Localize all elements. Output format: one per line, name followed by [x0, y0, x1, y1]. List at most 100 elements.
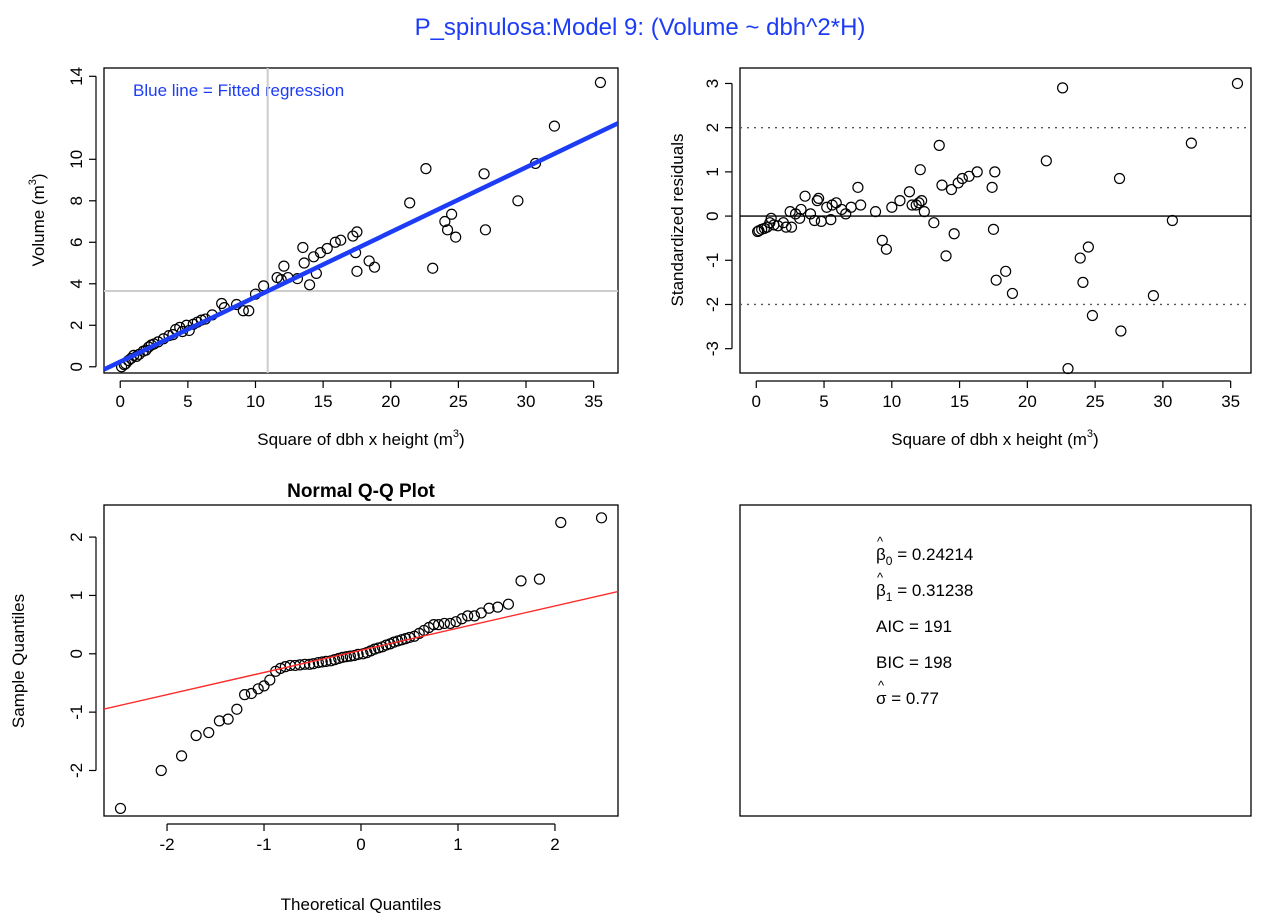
- plot-frame: [739, 67, 1252, 374]
- data-point: [512, 195, 524, 207]
- data-point: [203, 726, 215, 739]
- data-point: [811, 195, 823, 207]
- fitted-regression-line: [104, 121, 618, 372]
- data-point: [594, 76, 607, 89]
- data-point: [808, 214, 821, 227]
- data-point: [479, 224, 492, 236]
- data-point: [1000, 265, 1012, 277]
- panel-volume-fit: Blue line = Fitted regression Square of …: [27, 67, 619, 449]
- stat-beta0: β0 = 0.24214: [876, 545, 973, 568]
- y-tick-label: 2: [67, 532, 86, 541]
- data-point: [462, 610, 474, 622]
- y-tick-label: 0: [703, 211, 722, 220]
- data-point: [297, 241, 309, 254]
- data-point: [438, 617, 451, 630]
- data-point: [1082, 241, 1094, 253]
- y-tick-label: -2: [67, 763, 86, 778]
- data-point: [918, 206, 930, 218]
- x-axis-label: Square of dbh x height (m3): [257, 428, 464, 449]
- data-point: [213, 715, 226, 727]
- x-tick-label: 30: [1153, 392, 1172, 411]
- data-point: [444, 617, 456, 630]
- y-tick-label: 1: [67, 591, 86, 600]
- x-tick-label: 20: [1018, 392, 1037, 411]
- x-axis-label: Square of dbh x height (m3): [891, 428, 1098, 449]
- x-tick-label: 1: [453, 835, 462, 854]
- data-point: [830, 197, 842, 209]
- x-axis-label: Theoretical Quantiles: [281, 895, 442, 914]
- data-point: [368, 261, 381, 273]
- data-point: [1006, 287, 1019, 300]
- figure-title: P_spinulosa:Model 9: (Volume ~ dbh^2*H): [415, 14, 866, 41]
- data-point: [916, 195, 928, 207]
- x-tick-label: 0: [115, 392, 124, 411]
- data-point: [439, 215, 451, 228]
- data-point: [351, 226, 363, 238]
- panel-normal-qq: Normal Q-Q Plot Theoretical Quantiles Sa…: [9, 481, 619, 914]
- data-point: [264, 674, 276, 686]
- data-point: [986, 181, 998, 193]
- panel-residuals: Square of dbh x height (m3) Standardized…: [668, 67, 1252, 449]
- x-tick-label: 15: [950, 392, 969, 411]
- qq-reference-line: [104, 590, 618, 710]
- data-point: [441, 224, 454, 236]
- data-point: [307, 658, 320, 670]
- y-tick-label: 10: [67, 150, 86, 169]
- data-point: [785, 221, 798, 233]
- data-point: [245, 687, 258, 700]
- data-point: [492, 601, 504, 613]
- data-point: [428, 619, 440, 631]
- data-point: [971, 166, 983, 178]
- data-point: [1086, 309, 1099, 322]
- data-point: [222, 713, 234, 725]
- data-point: [432, 619, 445, 631]
- y-tick-label: 1: [703, 167, 722, 176]
- data-point: [515, 575, 527, 587]
- data-point: [352, 648, 364, 660]
- y-tick-label: 14: [67, 67, 86, 86]
- data-point: [1113, 172, 1126, 185]
- data-point: [880, 243, 892, 255]
- hat-icon: ^: [877, 534, 884, 549]
- data-point: [336, 651, 349, 663]
- data-point: [945, 183, 958, 196]
- y-tick-label: 8: [67, 196, 86, 205]
- data-point: [548, 120, 561, 132]
- data-point: [1040, 155, 1052, 167]
- data-point: [989, 166, 1001, 178]
- data-point: [987, 223, 1000, 235]
- plot-frame: [103, 67, 619, 374]
- y-tick-label: 6: [67, 238, 86, 247]
- fit-annotation: Blue line = Fitted regression: [133, 81, 344, 100]
- data-point: [347, 230, 359, 242]
- data-point: [351, 265, 363, 277]
- x-tick-label: 30: [517, 392, 536, 411]
- data-point: [446, 208, 458, 220]
- data-point: [450, 616, 462, 628]
- data-point: [456, 613, 468, 625]
- data-point: [1074, 252, 1086, 264]
- x-tick-label: 25: [1086, 392, 1105, 411]
- data-point: [329, 236, 341, 248]
- data-point: [1147, 290, 1160, 302]
- data-point: [914, 164, 926, 176]
- y-axis-label: Standardized residuals: [668, 134, 687, 307]
- y-tick-label: -1: [703, 253, 722, 268]
- data-point: [1062, 362, 1074, 375]
- y-tick-label: -1: [67, 705, 86, 720]
- data-point: [948, 228, 960, 240]
- data-point: [772, 220, 784, 232]
- panel-stats-box: β0 = 0.24214 ^ β1 = 0.31238 ^ AIC = 191 …: [739, 504, 1252, 817]
- x-tick-label: 5: [183, 392, 192, 411]
- data-point: [1056, 82, 1069, 94]
- data-point: [427, 262, 439, 274]
- data-point: [855, 199, 867, 211]
- data-point: [239, 689, 251, 701]
- data-point: [956, 172, 968, 185]
- data-point: [1166, 214, 1178, 227]
- data-point: [237, 305, 249, 317]
- hat-icon: ^: [877, 570, 884, 585]
- data-point: [363, 255, 375, 267]
- stat-bic: BIC = 198: [876, 653, 952, 672]
